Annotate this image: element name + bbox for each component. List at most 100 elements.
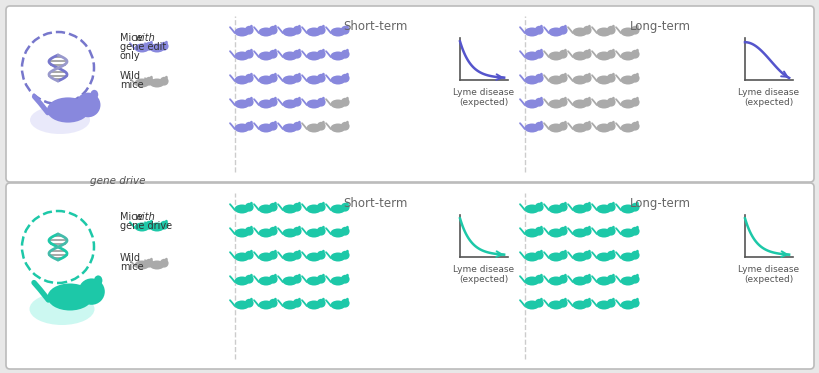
- Circle shape: [316, 203, 325, 211]
- Ellipse shape: [563, 202, 566, 205]
- Circle shape: [582, 251, 590, 260]
- Circle shape: [145, 221, 153, 230]
- Ellipse shape: [234, 229, 249, 238]
- Ellipse shape: [587, 274, 590, 277]
- Ellipse shape: [330, 51, 345, 60]
- Ellipse shape: [611, 298, 614, 301]
- Ellipse shape: [611, 121, 614, 124]
- Ellipse shape: [620, 301, 635, 310]
- Ellipse shape: [330, 276, 345, 285]
- Ellipse shape: [540, 274, 542, 277]
- Circle shape: [558, 203, 567, 211]
- Circle shape: [606, 26, 615, 35]
- Ellipse shape: [297, 250, 301, 253]
- Ellipse shape: [322, 274, 324, 277]
- Ellipse shape: [274, 97, 277, 100]
- Ellipse shape: [540, 202, 542, 205]
- Ellipse shape: [250, 274, 252, 277]
- Ellipse shape: [346, 274, 348, 277]
- Ellipse shape: [548, 28, 563, 37]
- Circle shape: [269, 74, 278, 82]
- Ellipse shape: [611, 73, 614, 76]
- Ellipse shape: [611, 226, 614, 229]
- Ellipse shape: [540, 49, 542, 52]
- Circle shape: [534, 299, 543, 308]
- Ellipse shape: [330, 229, 345, 238]
- Ellipse shape: [611, 97, 614, 100]
- Ellipse shape: [306, 51, 321, 60]
- Ellipse shape: [563, 226, 566, 229]
- Ellipse shape: [636, 73, 638, 76]
- Circle shape: [292, 251, 301, 260]
- Circle shape: [630, 50, 639, 59]
- Ellipse shape: [611, 274, 614, 277]
- Ellipse shape: [250, 49, 252, 52]
- Text: Mice: Mice: [120, 212, 146, 222]
- Circle shape: [630, 299, 639, 308]
- Ellipse shape: [548, 204, 563, 213]
- Ellipse shape: [563, 49, 566, 52]
- Ellipse shape: [330, 253, 345, 261]
- Circle shape: [558, 251, 567, 260]
- Circle shape: [341, 98, 349, 107]
- Circle shape: [558, 50, 567, 59]
- Ellipse shape: [297, 97, 301, 100]
- Circle shape: [606, 227, 615, 236]
- Ellipse shape: [274, 49, 277, 52]
- Ellipse shape: [572, 276, 586, 285]
- Ellipse shape: [595, 123, 611, 132]
- Ellipse shape: [283, 301, 297, 310]
- Ellipse shape: [620, 253, 635, 261]
- Ellipse shape: [258, 75, 274, 85]
- Ellipse shape: [572, 229, 586, 238]
- Circle shape: [316, 275, 325, 283]
- Circle shape: [534, 227, 543, 236]
- Ellipse shape: [134, 223, 149, 232]
- Circle shape: [534, 275, 543, 283]
- Ellipse shape: [587, 73, 590, 76]
- Ellipse shape: [322, 298, 324, 301]
- Circle shape: [341, 203, 349, 211]
- Ellipse shape: [297, 49, 301, 52]
- Ellipse shape: [595, 276, 611, 285]
- Ellipse shape: [611, 49, 614, 52]
- Ellipse shape: [250, 298, 252, 301]
- Ellipse shape: [274, 298, 277, 301]
- Circle shape: [341, 50, 349, 59]
- Circle shape: [341, 26, 349, 35]
- Circle shape: [534, 50, 543, 59]
- Ellipse shape: [563, 25, 566, 28]
- Ellipse shape: [306, 204, 321, 213]
- Circle shape: [316, 122, 325, 131]
- Ellipse shape: [234, 51, 249, 60]
- Text: Short-term: Short-term: [342, 20, 407, 33]
- Circle shape: [582, 203, 590, 211]
- Ellipse shape: [234, 100, 249, 109]
- Circle shape: [606, 275, 615, 283]
- Ellipse shape: [322, 97, 324, 100]
- Circle shape: [316, 26, 325, 35]
- Ellipse shape: [572, 123, 586, 132]
- Ellipse shape: [548, 301, 563, 310]
- Circle shape: [630, 275, 639, 283]
- Circle shape: [292, 98, 301, 107]
- Circle shape: [316, 74, 325, 82]
- Text: Wild: Wild: [120, 71, 141, 81]
- Ellipse shape: [346, 202, 348, 205]
- Text: Lyme disease
(expected): Lyme disease (expected): [453, 265, 514, 284]
- Ellipse shape: [620, 123, 635, 132]
- Circle shape: [269, 275, 278, 283]
- Ellipse shape: [258, 100, 274, 109]
- Ellipse shape: [234, 301, 249, 310]
- Ellipse shape: [250, 250, 252, 253]
- Text: with: with: [133, 212, 155, 222]
- Ellipse shape: [274, 73, 277, 76]
- Ellipse shape: [540, 250, 542, 253]
- Circle shape: [582, 275, 590, 283]
- Ellipse shape: [258, 28, 274, 37]
- Ellipse shape: [595, 51, 611, 60]
- Circle shape: [341, 251, 349, 260]
- Text: Long-term: Long-term: [629, 197, 690, 210]
- Circle shape: [75, 93, 101, 117]
- Ellipse shape: [134, 78, 149, 88]
